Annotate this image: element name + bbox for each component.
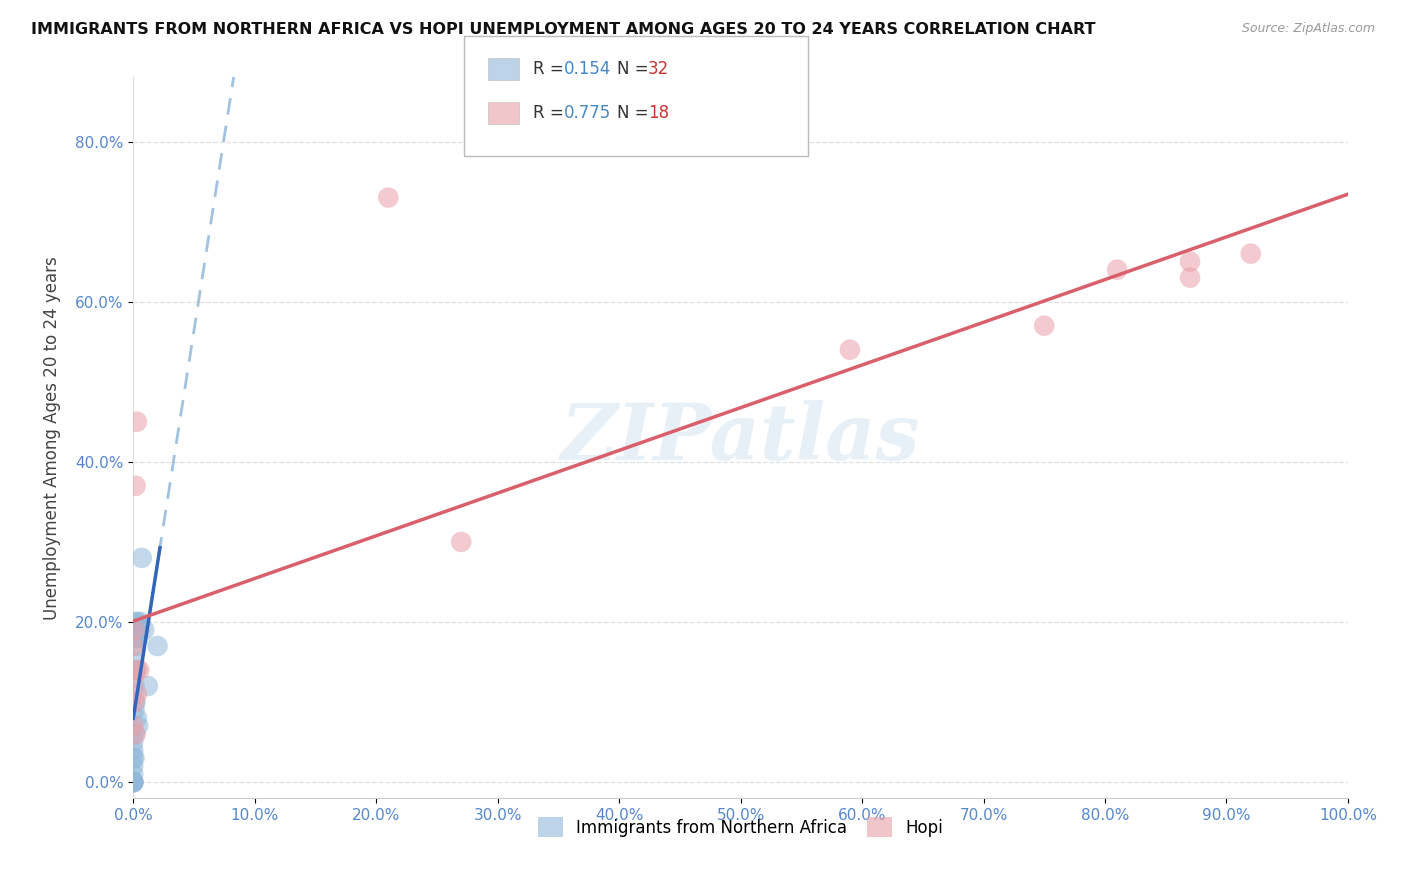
- Text: N =: N =: [617, 60, 654, 78]
- Point: [136, 679, 159, 693]
- Text: 0.154: 0.154: [564, 60, 612, 78]
- Point: [122, 671, 145, 685]
- Point: [124, 751, 146, 765]
- Point: [124, 727, 146, 741]
- Text: 0.775: 0.775: [564, 104, 612, 122]
- Point: [122, 775, 145, 789]
- Point: [131, 550, 153, 565]
- Point: [124, 639, 146, 653]
- Point: [1178, 254, 1201, 268]
- Point: [124, 479, 146, 493]
- Point: [125, 615, 148, 629]
- Text: R =: R =: [533, 60, 569, 78]
- Point: [450, 535, 472, 549]
- Point: [122, 775, 145, 789]
- Point: [838, 343, 860, 357]
- Point: [122, 719, 145, 733]
- Point: [124, 695, 146, 709]
- Point: [124, 703, 146, 717]
- Point: [125, 631, 148, 645]
- Point: [122, 767, 145, 781]
- Point: [122, 751, 145, 765]
- Point: [134, 623, 156, 637]
- Point: [124, 615, 146, 629]
- Text: IMMIGRANTS FROM NORTHERN AFRICA VS HOPI UNEMPLOYMENT AMONG AGES 20 TO 24 YEARS C: IMMIGRANTS FROM NORTHERN AFRICA VS HOPI …: [31, 22, 1095, 37]
- Text: ZIPatlas: ZIPatlas: [561, 400, 921, 476]
- Point: [124, 679, 146, 693]
- Point: [125, 663, 148, 677]
- Text: N =: N =: [617, 104, 654, 122]
- Text: R =: R =: [533, 104, 569, 122]
- Text: Source: ZipAtlas.com: Source: ZipAtlas.com: [1241, 22, 1375, 36]
- Point: [122, 759, 145, 773]
- Point: [124, 727, 146, 741]
- Text: 32: 32: [648, 60, 669, 78]
- Point: [122, 735, 145, 749]
- Point: [122, 775, 145, 789]
- Point: [125, 687, 148, 701]
- Point: [124, 655, 146, 669]
- Point: [124, 623, 146, 637]
- Point: [124, 623, 146, 637]
- Y-axis label: Unemployment Among Ages 20 to 24 years: Unemployment Among Ages 20 to 24 years: [44, 256, 60, 620]
- Point: [1033, 318, 1056, 333]
- Point: [129, 615, 152, 629]
- Point: [128, 663, 150, 677]
- Point: [146, 639, 169, 653]
- Point: [127, 719, 149, 733]
- Point: [1240, 246, 1263, 260]
- Point: [377, 190, 399, 204]
- Point: [124, 695, 146, 709]
- Point: [125, 415, 148, 429]
- Point: [122, 775, 145, 789]
- Point: [124, 663, 146, 677]
- Point: [124, 631, 146, 645]
- Point: [1107, 262, 1129, 277]
- Point: [127, 631, 149, 645]
- Point: [128, 623, 150, 637]
- Legend: Immigrants from Northern Africa, Hopi: Immigrants from Northern Africa, Hopi: [531, 810, 950, 844]
- Text: 18: 18: [648, 104, 669, 122]
- Point: [122, 639, 145, 653]
- Point: [125, 711, 148, 725]
- Point: [122, 743, 145, 757]
- Point: [1178, 270, 1201, 285]
- Point: [122, 775, 145, 789]
